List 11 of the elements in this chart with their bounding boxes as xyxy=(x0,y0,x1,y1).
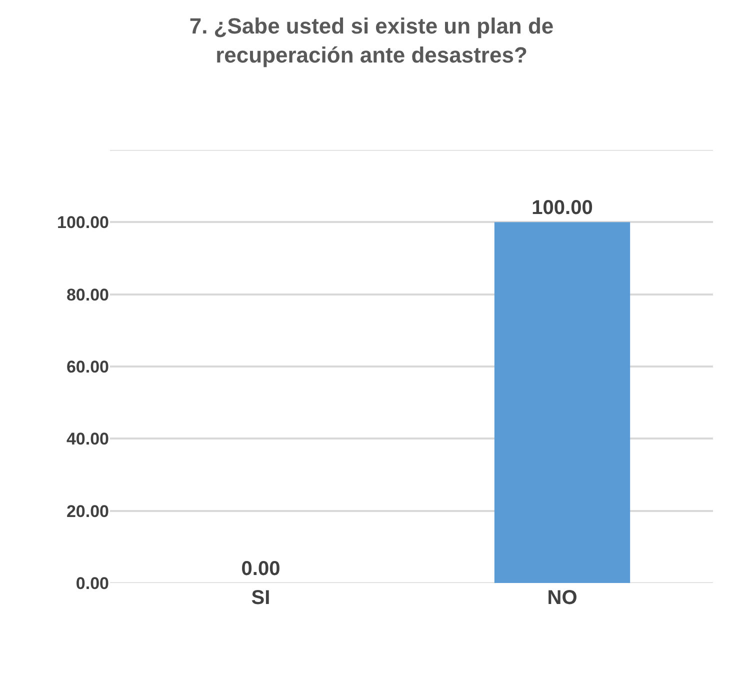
y-tick-label: 100.00 xyxy=(57,213,109,232)
y-tick-label: 60.00 xyxy=(66,357,109,376)
y-tick-label: 0.00 xyxy=(76,574,109,593)
y-tick-label: 40.00 xyxy=(66,430,109,449)
data-label: 100.00 xyxy=(532,197,593,220)
y-tick-label: 20.00 xyxy=(66,502,109,521)
y-tick-label: 80.00 xyxy=(66,285,109,304)
x-tick-label: NO xyxy=(547,587,578,609)
x-tick-label: SI xyxy=(251,587,270,609)
data-label: 0.00 xyxy=(241,558,280,580)
chart-title: 7. ¿Sabe usted si existe un plan de recuperación ante desastres? xyxy=(189,14,554,68)
